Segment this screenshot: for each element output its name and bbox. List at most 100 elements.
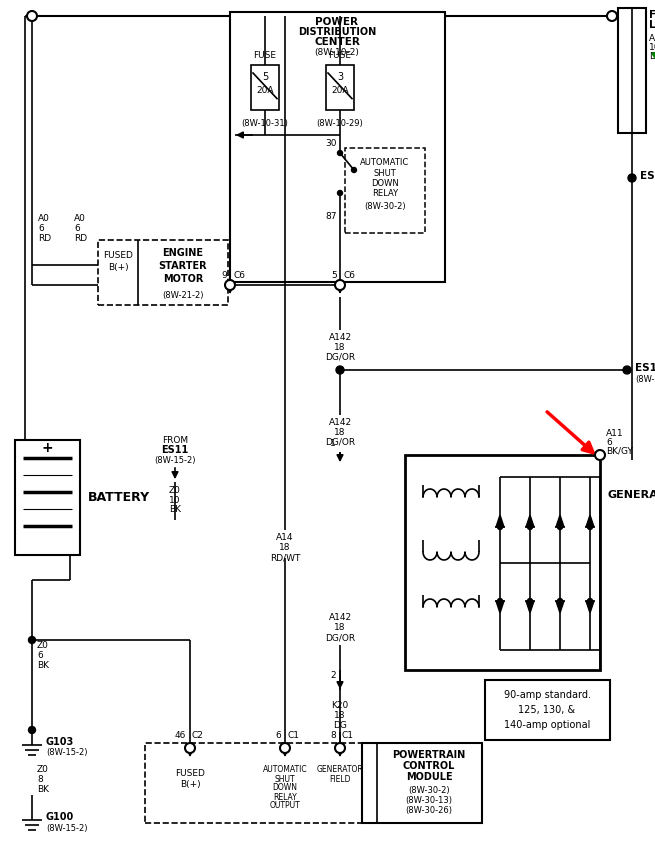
- Bar: [405, 455, 600, 670]
- Text: AUTOMATIC: AUTOMATIC: [360, 158, 409, 167]
- Text: CENTER: CENTER: [314, 37, 360, 47]
- Text: Z0: Z0: [37, 640, 49, 650]
- Circle shape: [27, 11, 37, 21]
- Circle shape: [527, 599, 533, 603]
- Text: 87: 87: [326, 211, 337, 221]
- Text: LINK: LINK: [649, 20, 655, 30]
- Text: A14: A14: [276, 533, 293, 543]
- Polygon shape: [586, 601, 594, 613]
- Text: C1: C1: [287, 732, 299, 740]
- Text: (8W-15-2): (8W-15-2): [46, 823, 88, 833]
- Text: RD: RD: [74, 234, 87, 243]
- Text: 30: 30: [326, 138, 337, 148]
- Text: B(+): B(+): [179, 779, 200, 789]
- Text: 6: 6: [606, 438, 612, 446]
- Text: (8W-15-2): (8W-15-2): [46, 748, 88, 758]
- Text: G103: G103: [46, 737, 74, 747]
- Circle shape: [557, 599, 563, 603]
- Polygon shape: [556, 601, 564, 613]
- Text: 10: 10: [169, 495, 181, 505]
- Text: BATTERY: BATTERY: [88, 490, 150, 503]
- Circle shape: [335, 743, 345, 753]
- Bar: [145, 743, 475, 823]
- Text: (8W-10-31): (8W-10-31): [242, 118, 288, 128]
- Text: A142: A142: [328, 332, 352, 342]
- Text: 10: 10: [649, 42, 655, 52]
- Polygon shape: [586, 515, 594, 527]
- Circle shape: [280, 743, 290, 753]
- Text: MOTOR: MOTOR: [163, 274, 203, 284]
- Text: DG: DG: [649, 52, 655, 60]
- Text: 20A: 20A: [331, 85, 348, 95]
- Bar: [230, 12, 445, 282]
- Text: AUTOMATIC: AUTOMATIC: [263, 765, 307, 774]
- Text: A0: A0: [74, 213, 86, 223]
- Circle shape: [337, 150, 343, 155]
- Text: (8W-10-29): (8W-10-29): [635, 375, 655, 383]
- Circle shape: [623, 366, 631, 374]
- Text: 18: 18: [279, 544, 291, 552]
- Text: (8W-30-2): (8W-30-2): [408, 785, 450, 795]
- Text: A11: A11: [606, 429, 624, 438]
- Text: +: +: [41, 441, 53, 455]
- Circle shape: [225, 280, 235, 290]
- Circle shape: [527, 525, 533, 530]
- Text: DOWN: DOWN: [371, 179, 399, 187]
- Text: BK/GY: BK/GY: [606, 446, 633, 456]
- Bar: [326, 65, 354, 110]
- Text: ES09: ES09: [640, 171, 655, 181]
- Circle shape: [498, 525, 502, 530]
- Text: ES11: ES11: [161, 445, 189, 455]
- Circle shape: [336, 366, 344, 374]
- Bar: [618, 8, 646, 133]
- Bar: [251, 65, 279, 110]
- Text: FIELD: FIELD: [329, 774, 350, 784]
- Text: 6: 6: [38, 224, 44, 232]
- Text: 3: 3: [337, 72, 343, 82]
- Text: GENERATOR: GENERATOR: [316, 765, 364, 774]
- Text: DG: DG: [333, 721, 347, 729]
- Text: (8W-10-29): (8W-10-29): [316, 118, 364, 128]
- Text: DG/OR: DG/OR: [325, 352, 355, 362]
- Text: (8W-30-2): (8W-30-2): [364, 201, 406, 211]
- Text: 2: 2: [330, 671, 336, 679]
- Text: 9: 9: [221, 270, 227, 280]
- Text: (8W-30-26): (8W-30-26): [405, 805, 453, 815]
- Circle shape: [607, 11, 617, 21]
- Text: 18: 18: [334, 343, 346, 351]
- Bar: [15, 440, 80, 555]
- Text: DG/OR: DG/OR: [325, 633, 355, 642]
- Text: B(+): B(+): [107, 262, 128, 272]
- Circle shape: [557, 525, 563, 530]
- Text: POWER: POWER: [316, 17, 358, 27]
- Circle shape: [498, 599, 502, 603]
- Text: RD: RD: [38, 234, 51, 243]
- Text: RELAY: RELAY: [273, 792, 297, 802]
- Text: MODULE: MODULE: [405, 772, 453, 782]
- Text: K20: K20: [331, 701, 348, 709]
- Bar: [345, 148, 425, 233]
- Polygon shape: [526, 515, 534, 527]
- Text: OUTPUT: OUTPUT: [270, 802, 301, 810]
- Text: CONTROL: CONTROL: [403, 761, 455, 771]
- Polygon shape: [496, 601, 504, 613]
- Text: 18: 18: [334, 710, 346, 720]
- Text: A142: A142: [328, 614, 352, 622]
- Text: C6: C6: [233, 270, 245, 280]
- Text: FUSED: FUSED: [175, 768, 205, 778]
- Text: RD/WT: RD/WT: [270, 553, 300, 563]
- Text: C1: C1: [342, 732, 354, 740]
- Circle shape: [588, 525, 593, 530]
- Text: 18: 18: [334, 427, 346, 437]
- Text: FUSIBLE: FUSIBLE: [649, 10, 655, 20]
- Text: RELAY: RELAY: [372, 188, 398, 198]
- Text: 8: 8: [330, 732, 336, 740]
- Bar: [485, 680, 610, 740]
- Text: SHUT: SHUT: [274, 774, 295, 784]
- Text: 5: 5: [331, 270, 337, 280]
- Polygon shape: [496, 515, 504, 527]
- Text: 46: 46: [175, 732, 186, 740]
- Circle shape: [337, 191, 343, 196]
- Text: (8W-21-2): (8W-21-2): [162, 291, 204, 299]
- Circle shape: [29, 727, 35, 734]
